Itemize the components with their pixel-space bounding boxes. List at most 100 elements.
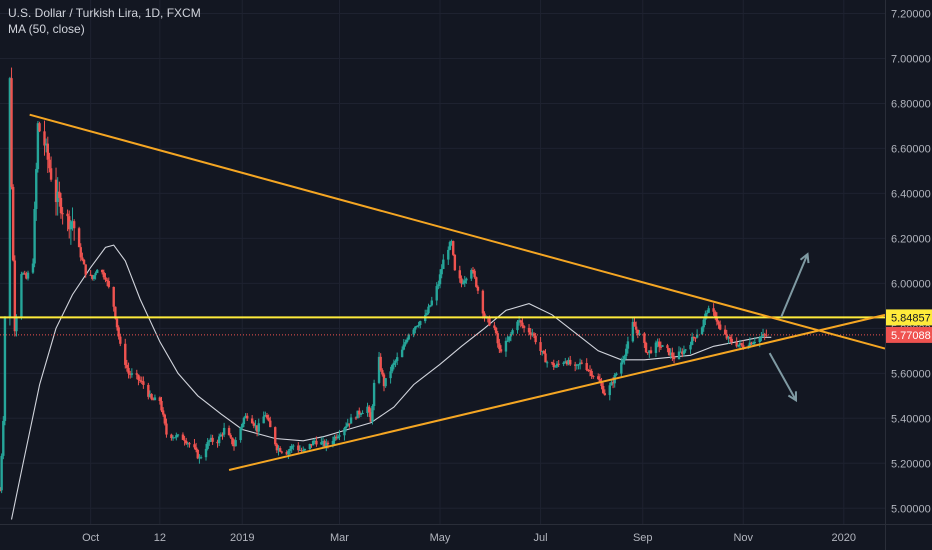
candle [267,417,270,421]
candle [714,311,717,318]
candle [114,306,117,319]
candle [517,320,521,322]
trendline-resistance[interactable] [29,113,886,350]
candle [372,382,376,407]
candle [252,423,255,426]
candle [738,343,742,345]
candle [531,333,534,335]
candle [242,417,246,425]
price-tag-label: 5.84857 [891,312,931,324]
candle [185,440,188,444]
candle [107,280,110,287]
arrows-layer [768,252,810,403]
candle [661,345,664,347]
candle [541,350,544,352]
candle [598,379,602,383]
candle [753,342,757,344]
candle [666,345,669,349]
symbol-title[interactable]: U.S. Dollar / Turkish Lira, 1D, FXCM [8,6,201,20]
candle [648,350,651,354]
candles-layer [0,67,768,494]
candle [125,364,129,368]
candle [217,436,221,444]
candle [348,423,351,425]
candle [494,327,498,334]
candle [534,335,537,343]
candle [244,415,247,418]
arrow-down[interactable] [768,352,797,401]
candle [196,449,199,459]
candle [81,257,84,260]
candle [147,384,150,397]
candle [402,344,405,350]
x-tick-label: Oct [82,532,99,544]
x-tick-label: Nov [733,532,753,544]
candle [208,440,211,442]
candle [158,397,162,402]
y-tick-label: 5.40000 [891,413,931,425]
candle [23,273,26,275]
candle [438,274,442,285]
candle [239,427,242,441]
candle [414,326,417,330]
candle [171,437,175,439]
candle [712,308,715,312]
candle [644,342,648,353]
candle [545,362,549,364]
candle [0,455,3,491]
candle [320,442,323,445]
candle [112,286,115,307]
candle [313,440,316,442]
candle [48,159,51,169]
candle [658,341,661,347]
candle [419,321,422,326]
price-tag [886,309,932,326]
candle [381,370,384,375]
candle [303,448,307,451]
candle [326,442,330,445]
candle [188,443,191,445]
candle [532,333,536,336]
candle [105,279,109,281]
candle [623,356,626,360]
candle [382,374,386,387]
x-tick-label: 2020 [832,532,856,544]
candle [255,425,259,432]
candle [511,330,514,334]
candle [135,373,138,375]
trendline-support[interactable] [228,313,886,471]
candle [264,415,267,417]
candle [152,399,155,401]
candle [241,424,244,428]
candle [765,334,768,336]
candle [695,334,699,338]
candle [280,451,284,453]
candle [43,131,46,146]
candle [163,414,167,424]
candle [275,444,279,451]
candle [91,275,94,279]
candle [499,349,503,352]
candle [371,406,374,422]
candle [308,443,312,449]
x-tick-label: May [430,532,451,544]
candle [356,410,359,419]
candle [257,423,260,432]
candle [728,337,732,339]
candle [700,327,704,335]
candle [94,273,97,276]
candle [611,382,615,384]
candle [461,283,465,285]
arrow-up[interactable] [780,253,809,318]
candle [391,364,394,372]
candle [31,263,35,273]
candle [452,241,455,255]
x-tick-label: 2019 [230,532,254,544]
indicator-label[interactable]: MA (50, close) [8,22,85,36]
candle [677,351,681,360]
candle [428,305,432,307]
candle [11,186,15,261]
candle [96,269,99,274]
candle [153,397,157,401]
